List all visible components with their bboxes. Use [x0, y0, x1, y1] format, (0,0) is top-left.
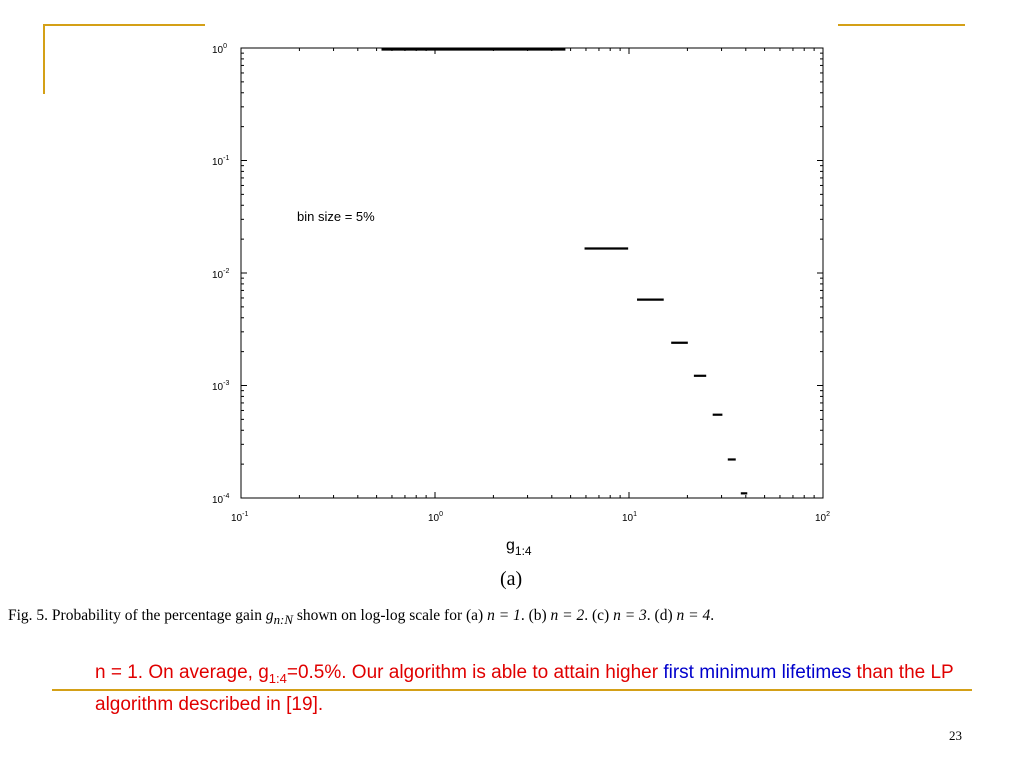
figure-caption: Fig. 5. Probability of the percentage ga…: [8, 607, 715, 628]
minor-ticks: [241, 48, 823, 498]
y-tick-label: 10-3: [212, 380, 229, 393]
major-ticks: [240, 47, 824, 499]
x-tick-label: 102: [815, 511, 830, 524]
corner-line-top-right: [838, 24, 965, 26]
plot-frame: [240, 47, 824, 499]
y-tick-label: 100: [212, 43, 227, 56]
y-tick-label: 10-2: [212, 268, 229, 281]
highlight-text: first minimum lifetimes: [663, 662, 852, 683]
annotation-bin-size: bin size = 5%: [297, 209, 375, 224]
page-number: 23: [949, 728, 962, 743]
x-tick-labels: 10-1 100 101 102: [231, 511, 830, 524]
y-tick-label: 10-4: [212, 493, 229, 506]
x-tick-label: 100: [428, 511, 443, 524]
chart: 100 10-1 10-2 10-3 10-4 10-1 100 101 102…: [212, 43, 830, 590]
slide-body-text: n = 1. On average, g1:4=0.5%. Our algori…: [95, 662, 954, 715]
divider-line: [52, 689, 972, 691]
y-tick-labels: 100 10-1 10-2 10-3 10-4: [212, 43, 229, 506]
x-tick-label: 10-1: [231, 511, 248, 524]
x-tick-label: 101: [622, 511, 637, 524]
data-segments: [381, 48, 748, 495]
y-tick-label: 10-1: [212, 155, 229, 168]
corner-line-left-vertical: [43, 24, 45, 94]
x-axis-label: g1:4: [506, 537, 532, 558]
panel-label: (a): [500, 568, 522, 590]
corner-line-top-left: [43, 24, 205, 26]
